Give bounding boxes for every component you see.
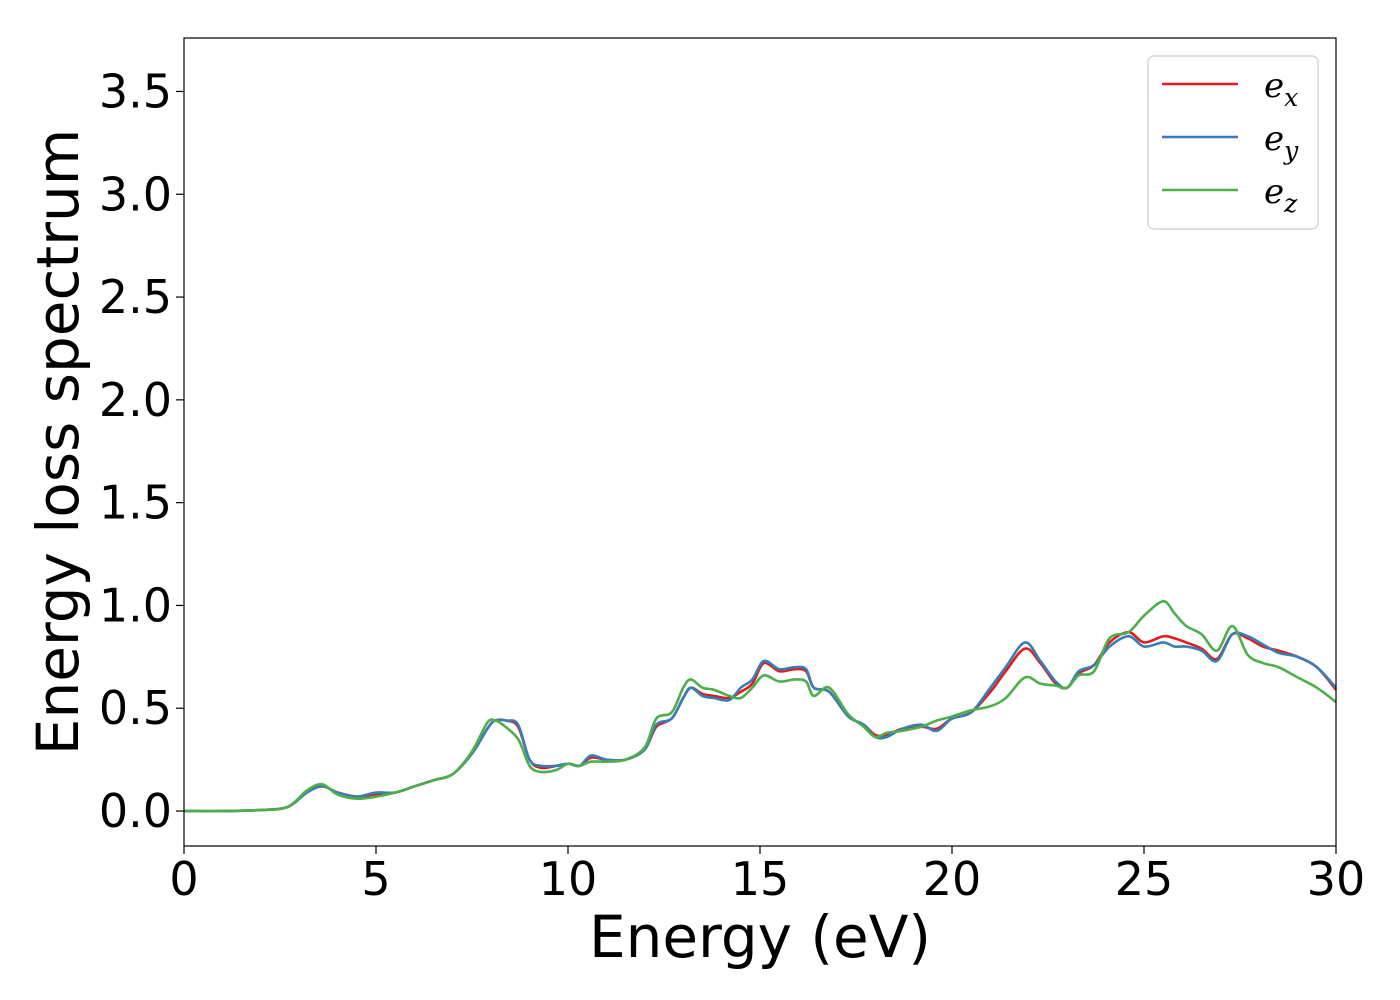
x-axis-ticks: 0 5 10 15 20 25 30	[169, 846, 1365, 906]
y-tick-label: 2.5	[99, 270, 172, 324]
x-tick-label: 5	[361, 852, 390, 906]
x-axis-title: Energy (eV)	[589, 903, 931, 971]
y-axis-title: Energy loss spectrum	[24, 129, 92, 755]
x-tick-label: 25	[1115, 852, 1174, 906]
plot-lines	[183, 600, 1338, 813]
x-tick-label: 30	[1307, 852, 1366, 906]
x-tick-label: 15	[731, 852, 790, 906]
y-tick-label: 1.5	[99, 476, 172, 530]
y-tick-label: 0.0	[99, 784, 172, 838]
y-tick-label: 2.0	[99, 373, 172, 427]
x-tick-label: 0	[169, 852, 198, 906]
y-tick-label: 1.0	[99, 578, 172, 632]
x-tick-label: 20	[923, 852, 982, 906]
series-line-z	[183, 600, 1337, 813]
legend-box	[1147, 55, 1319, 230]
y-tick-label: 3.0	[99, 167, 172, 221]
y-tick-label: 0.5	[99, 681, 172, 735]
y-axis-ticks: 0.0 0.5 1.0 1.5 2.0 2.5 3.0 3.5	[99, 64, 184, 838]
y-tick-label: 3.5	[99, 64, 172, 118]
x-tick-label: 10	[539, 852, 598, 906]
